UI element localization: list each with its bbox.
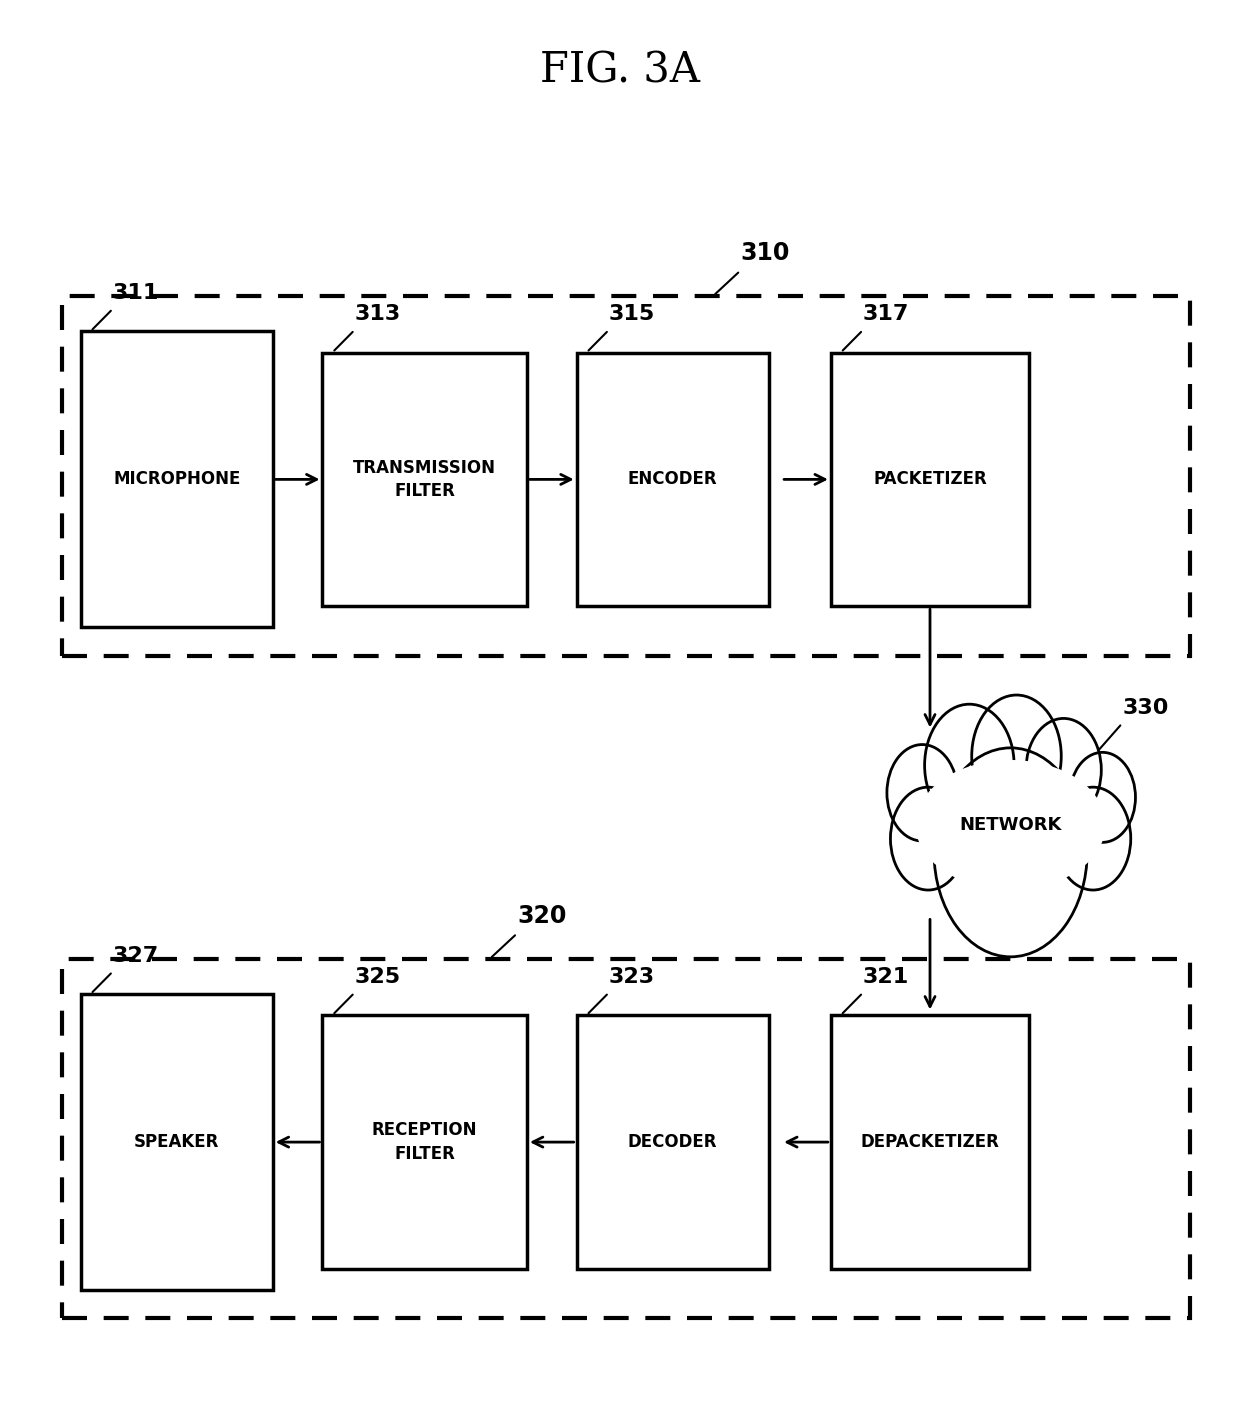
Text: 315: 315 (609, 305, 655, 324)
Text: 317: 317 (863, 305, 909, 324)
Ellipse shape (934, 747, 1087, 957)
Bar (831, 352, 1029, 606)
Bar (81, 994, 273, 1290)
Bar (62, 296, 1190, 656)
Ellipse shape (1025, 719, 1101, 821)
Text: ENCODER: ENCODER (627, 471, 718, 488)
Bar (81, 331, 273, 627)
Text: 330: 330 (1122, 698, 1168, 718)
Text: MICROPHONE: MICROPHONE (113, 471, 241, 488)
Text: PACKETIZER: PACKETIZER (873, 471, 987, 488)
Ellipse shape (1055, 787, 1131, 890)
Text: DECODER: DECODER (627, 1134, 718, 1151)
Text: 320: 320 (517, 904, 567, 928)
Bar (577, 352, 769, 606)
Bar (322, 352, 527, 606)
Ellipse shape (1069, 753, 1136, 842)
Ellipse shape (887, 744, 957, 840)
Text: 327: 327 (113, 946, 159, 966)
Text: DEPACKETIZER: DEPACKETIZER (861, 1134, 999, 1151)
Text: 311: 311 (113, 283, 159, 303)
Bar (831, 1015, 1029, 1269)
Text: RECEPTION
FILTER: RECEPTION FILTER (372, 1121, 477, 1163)
Ellipse shape (925, 704, 1014, 826)
Text: TRANSMISSION
FILTER: TRANSMISSION FILTER (353, 458, 496, 501)
Bar (577, 1015, 769, 1269)
Text: NETWORK: NETWORK (960, 816, 1061, 833)
Text: 325: 325 (355, 967, 401, 987)
Bar (62, 959, 1190, 1318)
Text: SPEAKER: SPEAKER (134, 1134, 219, 1151)
Text: 310: 310 (740, 241, 790, 265)
Text: FIG. 3A: FIG. 3A (539, 49, 701, 92)
Ellipse shape (972, 695, 1061, 818)
Ellipse shape (890, 787, 966, 890)
Text: 313: 313 (355, 305, 401, 324)
Text: 321: 321 (863, 967, 909, 987)
Text: 323: 323 (609, 967, 655, 987)
Bar (322, 1015, 527, 1269)
Ellipse shape (916, 761, 1105, 888)
